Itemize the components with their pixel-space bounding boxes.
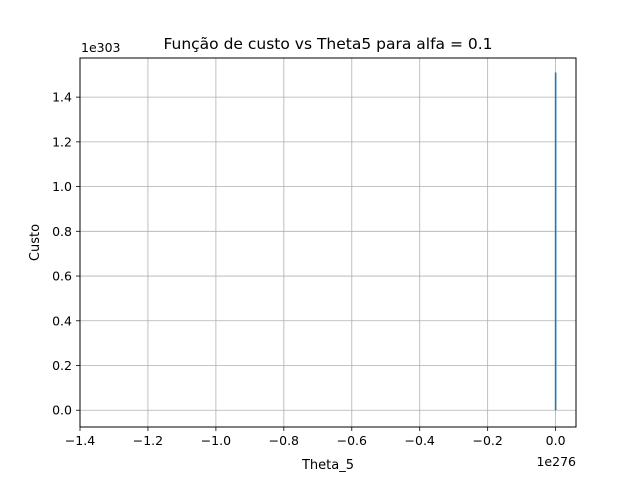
- x-tick-label: −1.2: [133, 433, 163, 448]
- x-tick-label: −0.4: [405, 433, 435, 448]
- x-axis-ticks: −1.4 −1.2 −1.0 −0.8 −0.6 −0.4 −0.2 0.0: [65, 427, 566, 448]
- y-tick-label: 0.0: [52, 403, 72, 418]
- y-tick-label: 0.8: [52, 224, 72, 239]
- y-tick-label: 0.6: [52, 269, 72, 284]
- y-axis-ticks: 0.0 0.2 0.4 0.6 0.8 1.0 1.2 1.4: [52, 90, 80, 418]
- y-tick-label: 1.4: [52, 90, 72, 105]
- y-tick-label: 1.2: [52, 134, 72, 149]
- y-axis-label: Custo: [28, 224, 43, 261]
- chart-title: Função de custo vs Theta5 para alfa = 0.…: [163, 35, 492, 53]
- x-tick-label: −0.8: [269, 433, 299, 448]
- y-tick-label: 0.2: [52, 358, 72, 373]
- x-tick-label: 0.0: [546, 433, 566, 448]
- x-tick-label: −0.2: [472, 433, 502, 448]
- y-tick-label: 1.0: [52, 179, 72, 194]
- x-tick-label: −1.0: [201, 433, 231, 448]
- x-tick-label: −1.4: [65, 433, 95, 448]
- plot-frame: [79, 57, 577, 428]
- y-tick-label: 0.4: [52, 313, 72, 328]
- y-axis-offset-label: 1e303: [81, 40, 121, 55]
- x-tick-label: −0.6: [337, 433, 367, 448]
- x-axis-offset-label: 1e276: [536, 454, 576, 469]
- grid: [79, 58, 576, 427]
- x-axis-label: Theta_5: [301, 458, 354, 473]
